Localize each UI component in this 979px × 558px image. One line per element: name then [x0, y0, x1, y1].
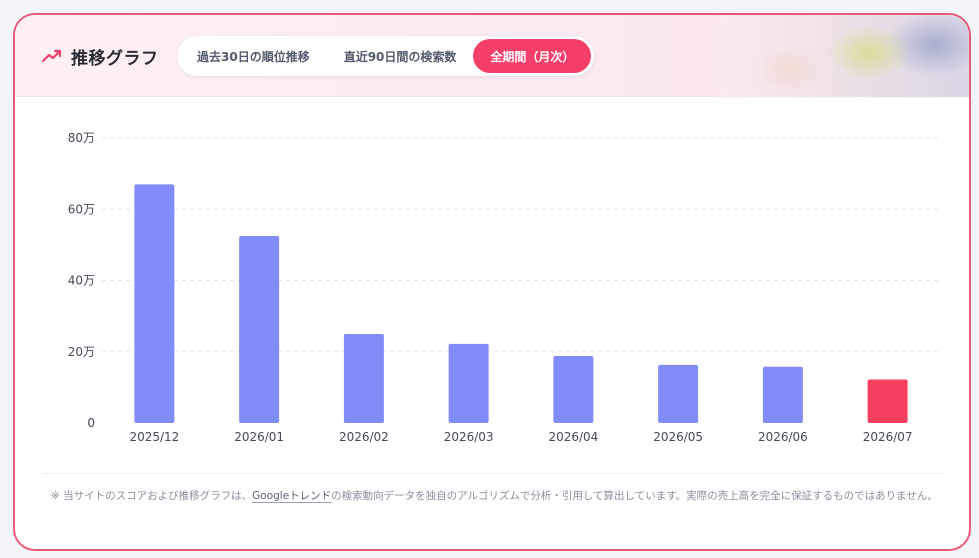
y-tick-label: 20万: [68, 345, 95, 359]
y-tick-label: 80万: [68, 131, 95, 145]
footnote: ※ 当サイトのスコアおよび推移グラフは、Googleトレンドの検索動向データを独…: [51, 487, 941, 505]
x-tick-label: 2026/05: [653, 430, 703, 444]
y-tick-label: 0: [87, 416, 95, 430]
tab-90day-search[interactable]: 直近90日間の検索数: [343, 49, 457, 64]
tab-all-period-monthly[interactable]: 全期間（月次）: [473, 39, 592, 73]
x-tick-label: 2026/07: [863, 430, 913, 444]
trend-up-icon: [41, 49, 62, 63]
footnote-divider: [43, 473, 943, 474]
page-title: 推移グラフ: [71, 48, 159, 69]
bar-2026-03: [448, 343, 489, 423]
bar-2025-12: [134, 184, 175, 423]
bar-2026-01: [239, 235, 280, 423]
bar-2026-02: [343, 333, 384, 423]
bar-chart: 0 20万 40万 60万 80万 2025/12 2026/01 2026/02 2026/0…: [68, 131, 940, 444]
card-header: 推移グラフ 過去30日の順位推移 直近90日間の検索数 全期間（月次）: [15, 15, 969, 97]
bar-2026-07: [867, 379, 908, 423]
bar-2026-04: [553, 356, 594, 423]
footnote-prefix: ※ 当サイトのスコアおよび推移グラフは、: [51, 490, 253, 502]
trend-graph-card: 推移グラフ 過去30日の順位推移 直近90日間の検索数 全期間（月次） 0 20万…: [13, 13, 971, 551]
y-tick-label: 60万: [68, 202, 95, 216]
x-tick-label: 2025/12: [129, 430, 179, 444]
x-tick-label: 2026/02: [339, 430, 389, 444]
y-tick-label: 40万: [68, 274, 95, 288]
google-trends-link[interactable]: Googleトレンド: [252, 490, 332, 503]
x-tick-label: 2026/01: [234, 430, 284, 444]
title-group: 推移グラフ: [41, 41, 159, 71]
footnote-suffix: の検索動向データを独自のアルゴリズムで分析・引用して算出しています。実際の売上高…: [331, 490, 938, 502]
x-tick-label: 2026/06: [758, 430, 808, 444]
x-tick-label: 2026/04: [548, 430, 598, 444]
bar-2026-05: [658, 364, 699, 423]
x-tick-label: 2026/03: [444, 430, 494, 444]
period-tabs: 過去30日の順位推移 直近90日間の検索数 全期間（月次）: [177, 36, 595, 76]
bar-2026-06: [762, 366, 803, 423]
tab-30day-rank[interactable]: 過去30日の順位推移: [197, 49, 310, 64]
header-decorative-image: [719, 15, 969, 97]
